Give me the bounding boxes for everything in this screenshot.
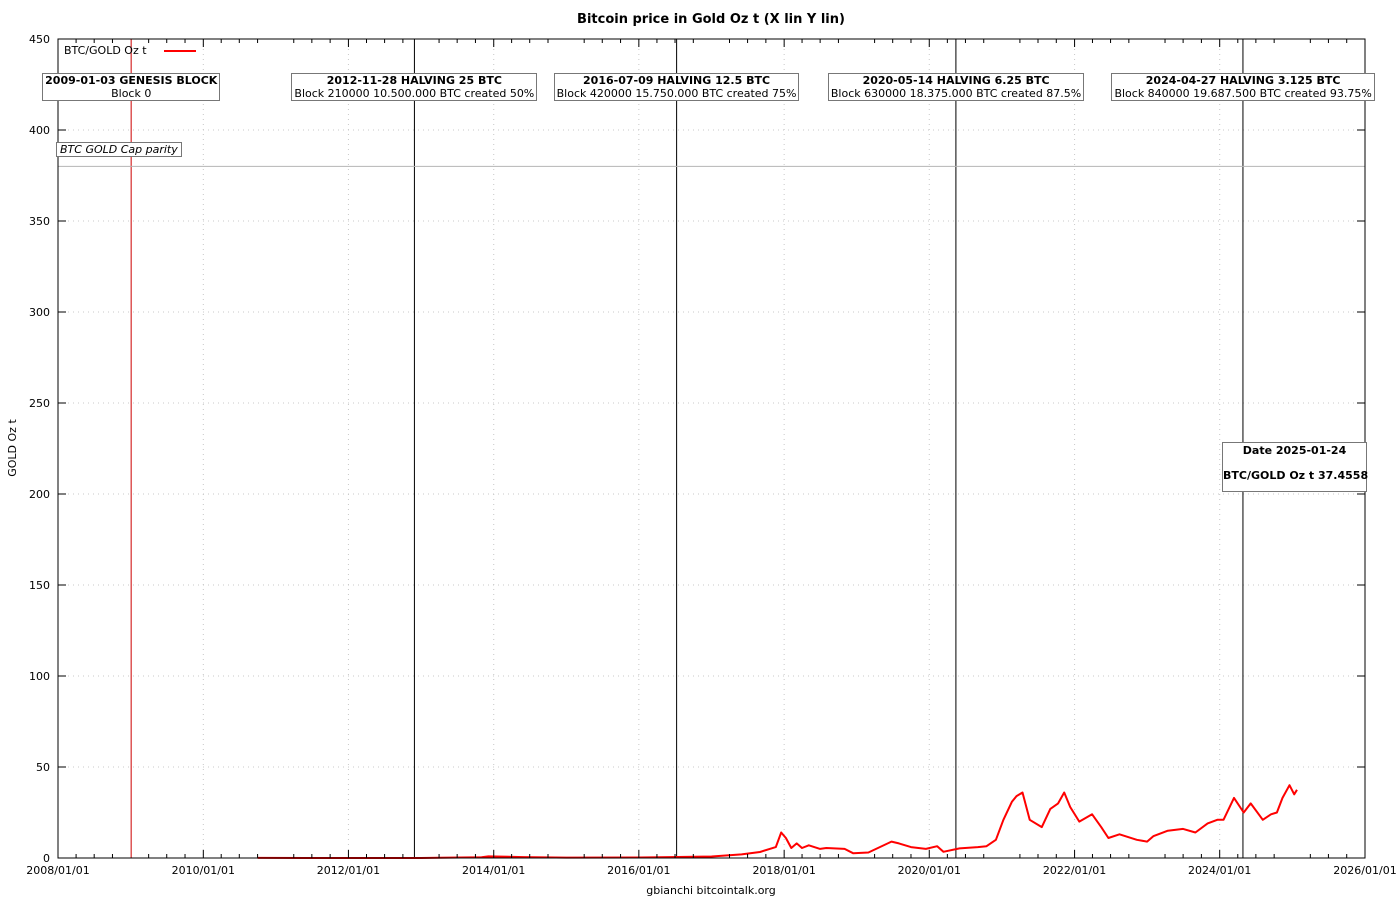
- x-tick-label: 2020/01/01: [898, 864, 961, 877]
- event-subtitle: Block 0: [111, 87, 152, 100]
- legend-swatch: [164, 50, 197, 52]
- current-date-label: Date 2025-01-24: [1242, 444, 1347, 457]
- x-tick-label: 2010/01/01: [172, 864, 235, 877]
- chart-title: Bitcoin price in Gold Oz t (X lin Y lin): [577, 12, 845, 27]
- x-tick-label: 2024/01/01: [1188, 864, 1251, 877]
- event-subtitle: Block 210000 10.500.000 BTC created 50%: [294, 87, 535, 100]
- grid: [58, 39, 1365, 858]
- legend: BTC/GOLD Oz t: [64, 44, 197, 57]
- y-tick-label: 100: [29, 670, 50, 683]
- legend-label: BTC/GOLD Oz t: [64, 44, 147, 57]
- x-tick-label: 2026/01/01: [1333, 864, 1396, 877]
- y-axis-label: GOLD Oz t: [6, 419, 19, 477]
- parity-label: BTC GOLD Cap parity: [56, 142, 182, 157]
- y-tick-label: 300: [29, 306, 50, 319]
- y-tick-label: 400: [29, 124, 50, 137]
- halving-annotation: 2020-05-14 HALVING 6.25 BTC Block 630000 …: [827, 73, 1085, 101]
- event-title: 2024-04-27 HALVING 3.125 BTC: [1145, 74, 1341, 87]
- halving-annotation: 2012-11-28 HALVING 25 BTC Block 210000 10…: [291, 73, 538, 101]
- series-layer: [257, 784, 1298, 859]
- y-tick-label: 250: [29, 397, 50, 410]
- y-tick-label: 200: [29, 488, 50, 501]
- y-tick-label: 350: [29, 215, 50, 228]
- event-title: 2012-11-28 HALVING 25 BTC: [326, 74, 502, 87]
- axis-ticks: 0 50 100 150 200 250 300 350 400 450 2008/01/01 201…: [26, 33, 1396, 877]
- event-lines: [130, 39, 1244, 858]
- x-tick-label: 2012/01/01: [317, 864, 380, 877]
- event-title: 2009-01-03 GENESIS BLOCK: [45, 74, 218, 87]
- current-value-box: Date 2025-01-24 BTC/GOLD Oz t 37.4558: [1222, 442, 1369, 492]
- halving-annotation: 2016-07-09 HALVING 12.5 BTC Block 420000 …: [553, 73, 800, 101]
- event-title: 2020-05-14 HALVING 6.25 BTC: [862, 74, 1050, 87]
- x-tick-label: 2014/01/01: [462, 864, 525, 877]
- halving-annotation: 2024-04-27 HALVING 3.125 BTC Block 840000…: [1111, 73, 1375, 101]
- plot-frame: [57, 38, 1366, 859]
- y-tick-label: 150: [29, 579, 50, 592]
- x-tick-label: 2016/01/01: [607, 864, 670, 877]
- series-line-btc-gold: [257, 784, 1298, 859]
- x-tick-label: 2022/01/01: [1043, 864, 1106, 877]
- event-subtitle: Block 840000 19.687.500 BTC created 93.7…: [1114, 87, 1372, 100]
- event-subtitle: Block 630000 18.375.000 BTC created 87.5…: [830, 87, 1082, 100]
- event-subtitle: Block 420000 15.750.000 BTC created 75%: [556, 87, 797, 100]
- y-tick-label: 50: [36, 761, 50, 774]
- x-tick-label: 2018/01/01: [752, 864, 815, 877]
- event-title: 2016-07-09 HALVING 12.5 BTC: [583, 74, 771, 87]
- y-tick-label: 450: [29, 33, 50, 46]
- x-tick-label: 2008/01/01: [26, 864, 89, 877]
- current-value-label: BTC/GOLD Oz t 37.4558: [1223, 469, 1369, 482]
- genesis-annotation: 2009-01-03 GENESIS BLOCK Block 0: [42, 73, 221, 101]
- x-axis-label: gbianchi bitcointalk.org: [646, 884, 775, 897]
- y-tick-label: 0: [43, 852, 50, 865]
